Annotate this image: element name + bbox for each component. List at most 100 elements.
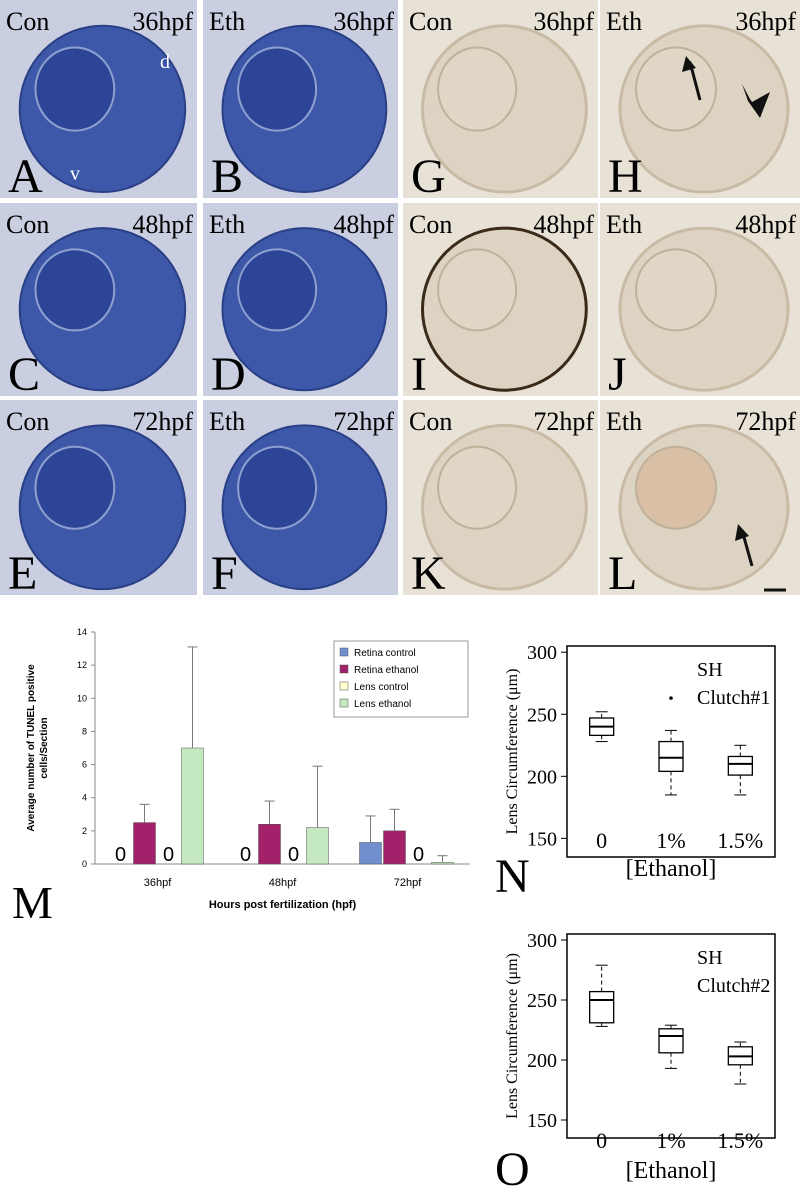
annotation: Clutch#1: [697, 687, 770, 709]
bar-chart: 0 2 4 6 8 10 12 14 36hpf 0 0 48hpf 0 0 72hpf 0 Retina co…: [12, 627, 470, 928]
lens: [635, 248, 717, 332]
time-label: 48hpf: [533, 210, 594, 239]
panel-letter: I: [411, 348, 427, 401]
lens: [34, 46, 116, 132]
group-label: Eth: [606, 7, 642, 36]
time-label: 72hpf: [735, 407, 796, 436]
group-label: Con: [409, 210, 452, 239]
y-axis-label: cells/Section: [39, 717, 50, 778]
x-tick-label: 0: [596, 828, 607, 853]
bar: [258, 823, 281, 865]
x-tick-label: 36hpf: [144, 877, 172, 889]
legend-box: [333, 640, 469, 718]
annotation: SH: [697, 659, 723, 681]
time-label: 48hpf: [333, 210, 394, 239]
x-axis-label: [Ethanol]: [626, 856, 717, 882]
time-label: 36hpf: [735, 7, 796, 36]
x-axis-label: Hours post fertilization (hpf): [209, 899, 357, 911]
time-label: 36hpf: [132, 7, 193, 36]
group-label: Eth: [209, 407, 245, 436]
y-tick-label: 2: [82, 826, 87, 836]
group-label: Con: [6, 210, 49, 239]
box: [658, 740, 684, 773]
bar: [431, 862, 454, 865]
box: [589, 990, 615, 1024]
group-label: Con: [6, 407, 49, 436]
y-tick-label: 200: [527, 1050, 557, 1072]
x-axis-label: [Ethanol]: [626, 1158, 717, 1184]
lens: [635, 46, 717, 132]
arrow-head: [682, 56, 696, 72]
group-label: Eth: [606, 407, 642, 436]
lens: [237, 445, 318, 530]
legend-swatch: [339, 664, 349, 674]
y-tick-label: 6: [82, 760, 87, 770]
panel: Eth 72hpf F: [203, 400, 398, 600]
box-chart: 150 200 250 300 0 1% 1.5% SH Clutch#2 Lens Circum…: [495, 930, 776, 1196]
lens: [437, 46, 518, 132]
lens: [237, 46, 318, 132]
y-tick-label: 0: [82, 859, 87, 869]
panel-letter: L: [608, 547, 637, 600]
group-label: Eth: [209, 7, 245, 36]
x-tick-label: 1.5%: [717, 828, 763, 853]
panel-letter: J: [608, 348, 627, 401]
lens: [34, 248, 116, 332]
time-label: 72hpf: [333, 407, 394, 436]
x-tick-label: 72hpf: [394, 877, 422, 889]
panel-letter: N: [495, 850, 530, 903]
y-tick-label: 150: [527, 1110, 557, 1132]
annotation: Clutch#2: [697, 975, 770, 997]
bar: [306, 827, 329, 865]
panel-letter: A: [8, 150, 43, 203]
group-label: Con: [409, 407, 452, 436]
y-tick-label: 8: [82, 726, 87, 736]
y-tick-label: 300: [527, 642, 557, 664]
region-mark: d: [160, 51, 170, 73]
time-label: 48hpf: [735, 210, 796, 239]
panel-letter: F: [211, 547, 238, 600]
time-label: 48hpf: [132, 210, 193, 239]
time-label: 36hpf: [333, 7, 394, 36]
group-label: Eth: [209, 210, 245, 239]
panel-letter: M: [12, 877, 53, 928]
time-label: 36hpf: [533, 7, 594, 36]
panel-letter: B: [211, 150, 243, 203]
bar: [133, 822, 156, 865]
box-chart: 150 200 250 300 0 1% 1.5% SH Clutch#1 Lens Circum…: [495, 642, 776, 903]
x-tick-label: 1%: [656, 1128, 685, 1153]
lens: [237, 248, 318, 332]
legend-label: Retina ethanol: [354, 665, 419, 676]
plot-frame: [566, 933, 776, 1139]
panel: Eth 72hpf L: [600, 400, 800, 600]
bar: [359, 842, 382, 865]
y-axis-label: Average number of TUNEL positive: [26, 664, 37, 832]
arrow-head: [735, 524, 749, 541]
legend-swatch: [339, 647, 349, 657]
panel-letter: C: [8, 348, 40, 401]
bar: [181, 747, 204, 865]
y-tick-label: 10: [77, 693, 87, 703]
panel: Eth 36hpf B: [203, 0, 398, 203]
value-label: 0: [288, 844, 299, 866]
panel: Con 72hpf K: [403, 400, 598, 600]
panel-letter: H: [608, 150, 643, 203]
x-tick-label: 1%: [656, 828, 685, 853]
legend-swatch: [339, 681, 349, 691]
panel-letter: E: [8, 547, 37, 600]
legend-label: Retina control: [354, 648, 416, 659]
lens: [34, 445, 116, 530]
panel-letter: G: [411, 150, 446, 203]
panel-letter: K: [411, 547, 446, 600]
panel: Eth 36hpf H: [600, 0, 800, 203]
x-tick-label: 1.5%: [717, 1128, 763, 1153]
plot-frame: [566, 645, 776, 858]
outlier: [669, 696, 673, 700]
lens: [437, 248, 518, 332]
time-label: 72hpf: [132, 407, 193, 436]
y-tick-label: 250: [527, 990, 557, 1012]
y-axis-label: Lens Circumference (μm): [504, 953, 521, 1119]
group-label: Con: [6, 7, 49, 36]
